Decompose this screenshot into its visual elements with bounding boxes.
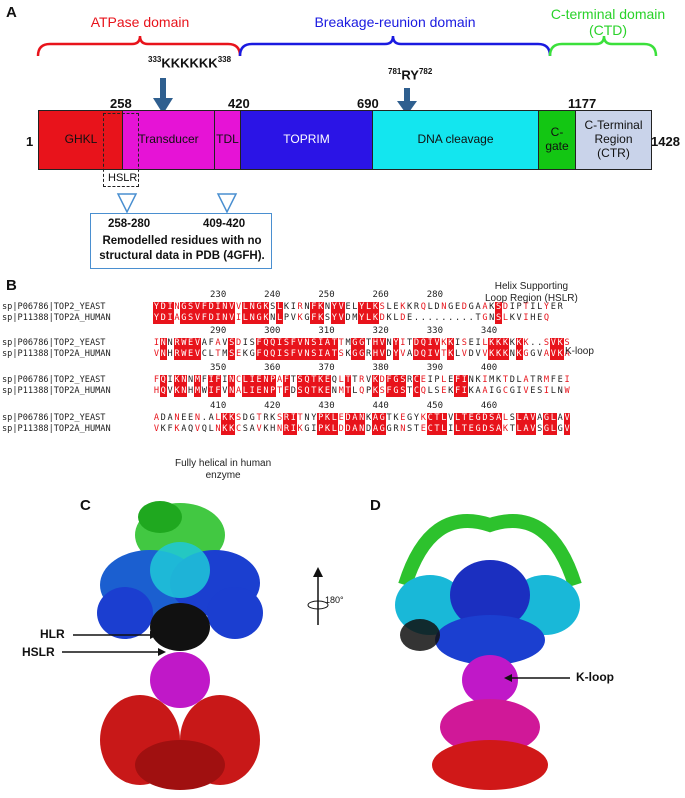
panel-b-letter: B	[6, 277, 17, 294]
helical-annotation: Fully helical in human enzyme	[175, 458, 272, 481]
ry-marker-seq: RY	[401, 67, 419, 83]
panel-d-letter: D	[370, 497, 381, 514]
ruler-1: 290 300 310 320 330 340	[210, 326, 498, 336]
ry-marker-start: 781	[388, 67, 402, 76]
residue-1428: 1428	[651, 134, 680, 149]
residue-1: 1	[26, 134, 34, 149]
segment-dna-cleavage: DNA cleavage	[372, 110, 539, 170]
triangle-left	[116, 193, 138, 214]
ctd-domain-title: C-terminal domain (CTD)	[550, 6, 666, 39]
atpase-domain-title: ATPase domain	[90, 14, 190, 30]
ry-arrow-head	[397, 101, 417, 110]
ry-marker: 781RY782	[388, 67, 432, 82]
kk-marker: 333KKKKKK338	[148, 55, 231, 70]
kk-marker-end: 338	[217, 55, 232, 64]
rotation-label: 180°	[325, 595, 344, 605]
segment-c-gate: C-gate	[538, 110, 576, 170]
remodelled-residues-box: 258-280 409-420 Remodelled residues with…	[90, 213, 272, 269]
seq-id-b: sp|P11388|TOP2A_HUMAN	[2, 424, 111, 434]
segment-toprim: TOPRIM	[240, 110, 373, 170]
segment-ctr: C-Terminal Region (CTR)	[575, 110, 652, 170]
segment-tdl: TDL	[214, 110, 241, 170]
structure-d	[395, 514, 582, 790]
ruler-0: 230 240 250 260 280	[210, 290, 443, 300]
seq-id-a: sp|P06786|TOP2_YEAST	[2, 375, 106, 385]
breakage-brace	[238, 35, 552, 57]
ctd-brace	[548, 35, 658, 57]
triangle-right	[216, 193, 238, 214]
structure-figures	[62, 501, 582, 790]
remodel-range-1: 258-280	[108, 218, 151, 230]
hslr-annotation: Helix Supporting Loop Region (HSLR)	[485, 281, 578, 304]
seq-id-b: sp|P11388|TOP2A_HUMAN	[2, 349, 111, 359]
seq-id-a: sp|P06786|TOP2_YEAST	[2, 302, 106, 312]
kloop-annotation: K-loop	[565, 346, 594, 357]
seq-id-b: sp|P11388|TOP2A_HUMAN	[2, 386, 111, 396]
hslr-dashed-box	[103, 113, 139, 187]
panel-a-letter: A	[6, 4, 17, 21]
ry-marker-end: 782	[418, 67, 433, 76]
seq-id-b: sp|P11388|TOP2A_HUMAN	[2, 313, 111, 323]
atpase-brace	[36, 35, 242, 57]
segment-ghkl: GHKL	[38, 110, 124, 170]
breakage-domain-title: Breakage-reunion domain	[314, 14, 476, 30]
seq-id-a: sp|P06786|TOP2_YEAST	[2, 338, 106, 348]
segment-transducer: Transducer	[122, 110, 215, 170]
remodel-text: Remodelled residues with no structural d…	[99, 235, 265, 262]
seq-id-a: sp|P06786|TOP2_YEAST	[2, 413, 106, 423]
residue-420: 420	[228, 96, 250, 111]
kloop-structure-label: K-loop	[576, 670, 614, 684]
ruler-2: 350 360 370 380 390 400	[210, 363, 498, 373]
structure-hslr-label: HSLR	[22, 645, 55, 659]
domain-braces	[36, 35, 658, 110]
kk-arrow-head	[153, 98, 173, 110]
kk-marker-start: 333	[148, 55, 162, 64]
structure-c	[97, 501, 263, 790]
hslr-label: HSLR	[108, 172, 138, 184]
kk-marker-seq: KKKKKK	[161, 55, 218, 71]
residue-258: 258	[110, 96, 132, 111]
residue-1177: 1177	[568, 96, 597, 111]
remodel-triangles	[116, 193, 238, 214]
panel-c-letter: C	[80, 497, 91, 514]
residue-690: 690	[357, 96, 379, 111]
ruler-3: 410 420 430 440 450 460	[210, 401, 498, 411]
hlr-label: HLR	[40, 627, 65, 641]
remodel-range-2: 409-420	[203, 218, 246, 230]
